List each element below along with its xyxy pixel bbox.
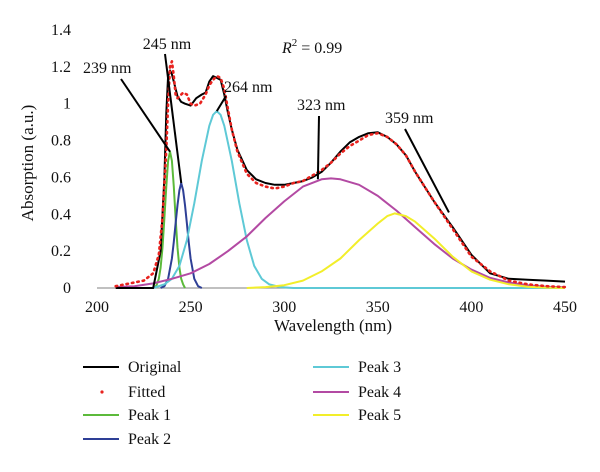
- legend-label-peak-3: Peak 3: [358, 359, 401, 376]
- x-tick-label: 350: [366, 299, 390, 316]
- annotation-leader-line: [215, 95, 227, 112]
- y-tick-label: 1: [63, 96, 71, 113]
- legend-swatch-fitted: [100, 390, 104, 394]
- annotation-label: 245 nm: [143, 36, 192, 53]
- annotation-leader-line: [120, 78, 171, 153]
- legend-label-peak-4: Peak 4: [358, 384, 401, 401]
- legend-label-peak-2: Peak 2: [128, 431, 171, 448]
- annotation-leader-line: [404, 128, 450, 213]
- y-tick-label: 1.4: [51, 22, 71, 39]
- y-axis-title: Absorption (a.u.): [18, 105, 37, 222]
- x-tick-label: 300: [272, 299, 296, 316]
- r-squared-label: R2 = 0.99: [281, 37, 342, 57]
- annotation-label: 264 nm: [224, 79, 273, 96]
- legend-label-original: Original: [128, 359, 182, 376]
- y-tick-label: 1.2: [51, 59, 71, 76]
- legend-label-peak-5: Peak 5: [358, 407, 401, 424]
- x-axis-title: Wavelength (nm): [274, 316, 392, 335]
- y-tick-label: 0.2: [51, 243, 71, 260]
- annotation-label: 359 nm: [385, 110, 434, 127]
- series-group: [114, 59, 567, 289]
- series-line-fitted: [114, 59, 567, 289]
- annotation-leader-line: [316, 115, 320, 180]
- legend-label-fitted: Fitted: [128, 384, 165, 401]
- y-tick-label: 0: [63, 280, 71, 297]
- y-tick-label: 0.6: [51, 169, 71, 186]
- y-tick-label: 0.4: [51, 206, 71, 223]
- x-tick-label: 250: [179, 299, 203, 316]
- annotation-leader-line: [164, 53, 183, 184]
- series-line-peak-4: [115, 177, 566, 289]
- legend-label-peak-1: Peak 1: [128, 407, 171, 424]
- series-line-peak-3: [152, 110, 565, 289]
- annotation-label: 239 nm: [83, 60, 132, 77]
- x-tick-label: 400: [459, 299, 483, 316]
- legend: Original Fitted Peak 1 Peak 2 Peak 3 Peak 4 Pe…: [83, 359, 401, 448]
- series-line-peak-5: [246, 212, 566, 289]
- annotation-label: 323 nm: [297, 97, 346, 114]
- axes: 0 0.2 0.4 0.6 0.8 1 1.2 1.4 200 250 300 350 400 450: [51, 22, 577, 316]
- series-line-peak-2: [160, 182, 203, 289]
- annotation-group: 239 nm 245 nm 264 nm 323 nm 359 nm: [83, 36, 450, 213]
- y-tick-label: 0.8: [51, 133, 71, 150]
- x-tick-label: 200: [85, 299, 109, 316]
- x-tick-label: 450: [553, 299, 577, 316]
